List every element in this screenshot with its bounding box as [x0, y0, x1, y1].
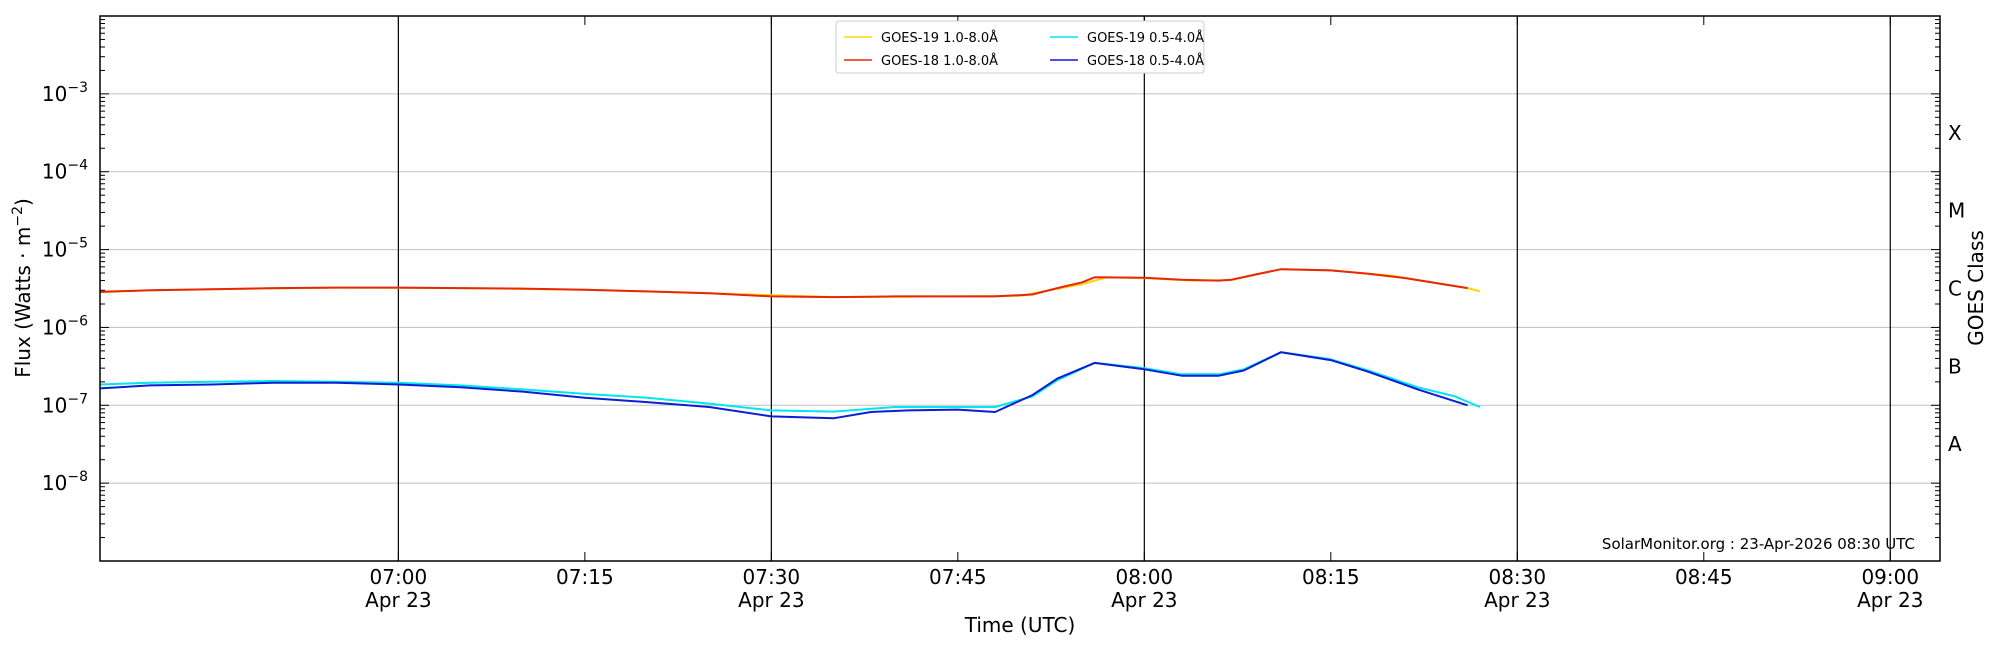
- goes-class-label: A: [1948, 432, 1962, 456]
- y-axis-title: Flux (Watts · m−2): [10, 198, 35, 378]
- legend-label: GOES-19 0.5-4.0Å: [1087, 30, 1204, 46]
- y-tick-label: 10−7: [42, 391, 88, 417]
- y-tick-label: 10−3: [42, 80, 88, 106]
- x-tick-date-label: Apr 23: [1484, 588, 1550, 612]
- goes-class-label: B: [1948, 354, 1962, 378]
- x-tick-label: 07:45: [929, 565, 987, 589]
- x-tick-label: 07:15: [556, 565, 614, 589]
- y-tick-label: 10−4: [42, 158, 88, 184]
- y-tick-label: 10−5: [42, 236, 88, 262]
- legend-label: GOES-18 1.0-8.0Å: [881, 53, 998, 69]
- goes-class-label: M: [1948, 199, 1965, 223]
- x-axis-title: Time (UTC): [964, 613, 1076, 637]
- grid-lines: [100, 16, 1940, 561]
- x-tick-date-label: Apr 23: [365, 588, 431, 612]
- x-tick-date-label: Apr 23: [738, 588, 804, 612]
- y-tick-label: 10−8: [42, 469, 88, 495]
- series-line-1: [99, 268, 1468, 299]
- x-tick-label: 07:30: [743, 565, 801, 589]
- legend: GOES-19 1.0-8.0Å GOES-19 0.5-4.0Å GOES-18 …: [835, 20, 1205, 74]
- right-axis-title: GOES Class: [1964, 230, 1988, 346]
- y-tick-label: 10−6: [42, 313, 88, 339]
- legend-label: GOES-18 0.5-4.0Å: [1087, 53, 1204, 69]
- series-line-0: [99, 268, 1481, 299]
- goes-class-label: X: [1948, 121, 1962, 145]
- x-tick-date-label: Apr 23: [1857, 588, 1923, 612]
- x-tick-label: 09:00: [1861, 565, 1919, 589]
- x-tick-label: 07:00: [370, 565, 428, 589]
- x-tick-label: 08:45: [1675, 565, 1733, 589]
- x-tick-label: 08:30: [1488, 565, 1546, 589]
- plot-frame: [99, 15, 1941, 562]
- x-tick-label: 08:15: [1302, 565, 1360, 589]
- series-lines: [99, 268, 1481, 420]
- x-tick-date-label: Apr 23: [1111, 588, 1177, 612]
- series-line-3: [99, 351, 1468, 420]
- goes-class-label: C: [1948, 277, 1962, 301]
- legend-box: [835, 20, 1205, 74]
- credit-text: SolarMonitor.org : 23-Apr-2026 08:30 UTC: [1602, 535, 1915, 553]
- legend-label: GOES-19 1.0-8.0Å: [881, 30, 998, 46]
- x-tick-label: 08:00: [1116, 565, 1174, 589]
